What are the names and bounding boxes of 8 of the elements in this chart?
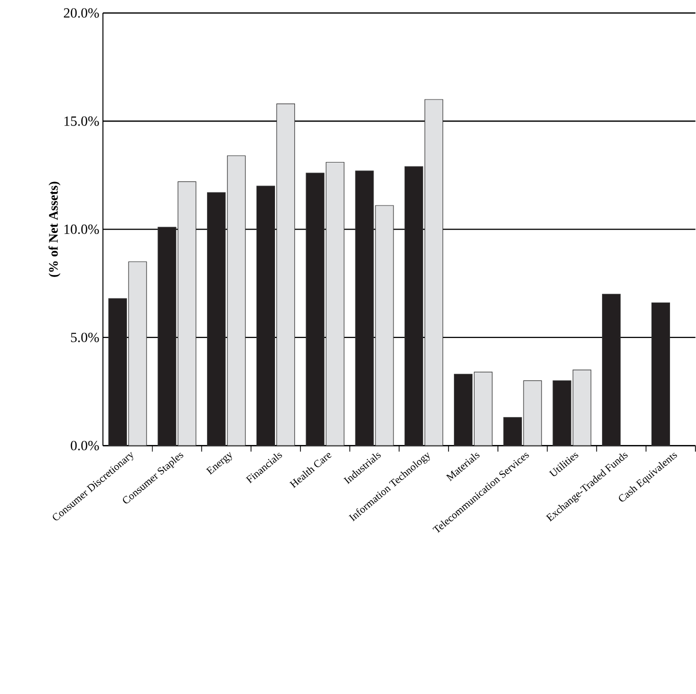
bar (602, 294, 621, 446)
y-tick-label: 0.0% (70, 440, 99, 450)
y-tick-label: 10.0% (64, 224, 99, 234)
y-tick-label: 20.0% (64, 8, 99, 18)
y-tick-label: 5.0% (71, 332, 99, 342)
bar (651, 302, 670, 446)
y-tick-label: 15.0% (64, 116, 99, 126)
y-axis-title: (% of Net Assets) (48, 182, 60, 277)
